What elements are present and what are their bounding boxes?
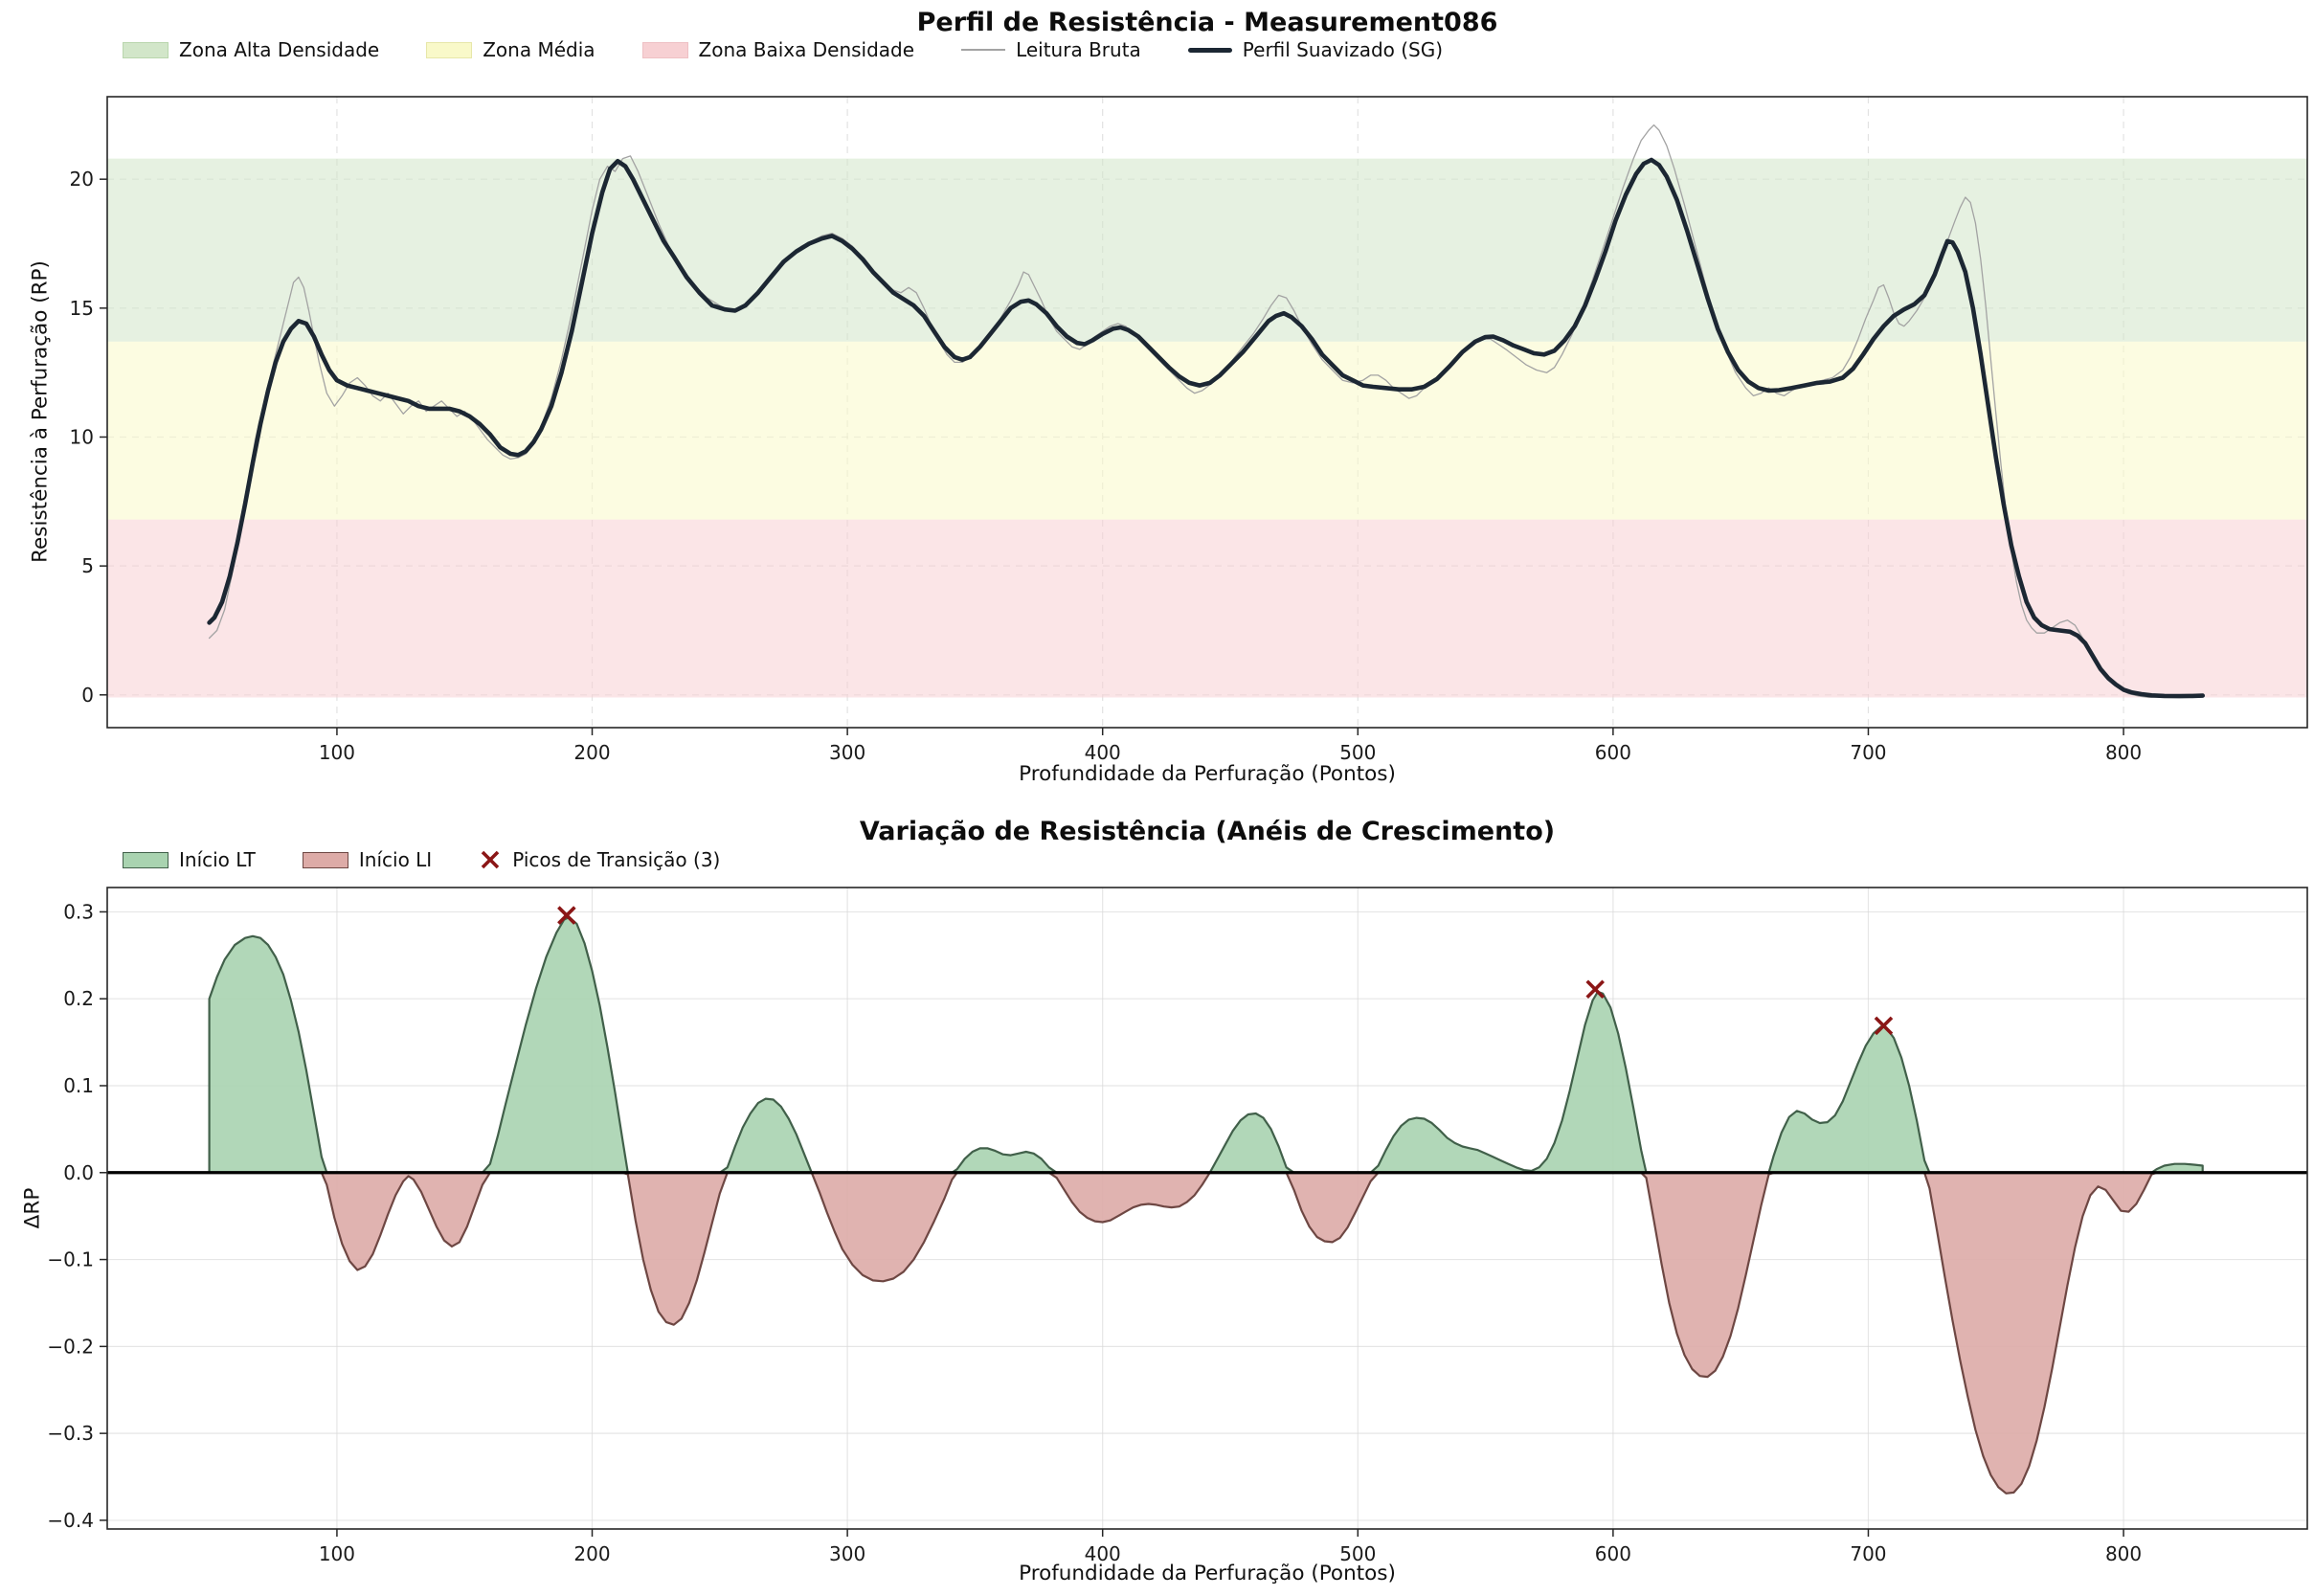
bottom-legend: Início LT Início LI Picos de Transição (… — [123, 848, 767, 871]
top-legend: Zona Alta Densidade Zona Média Zona Baix… — [123, 38, 1490, 61]
x-tick-label: 700 — [1850, 741, 1886, 764]
top-y-axis-label: Resistência à Perfuração (RP) — [28, 260, 53, 563]
legend-item-leitura-bruta: Leitura Bruta — [961, 38, 1141, 61]
legend-label: Leitura Bruta — [1016, 38, 1141, 61]
y-tick-label: 0 — [81, 684, 94, 707]
y-tick-label: 0.2 — [63, 987, 94, 1010]
x-tick-label: 800 — [2105, 1542, 2142, 1565]
x-tick-label: 800 — [2105, 741, 2142, 764]
bottom-x-axis-label: Profundidade da Perfuração (Pontos) — [1019, 1562, 1396, 1585]
top-plot: 100 200 300 400 500 600 700 800 0 5 10 15 20 — [70, 96, 2308, 764]
legend-label: Zona Alta Densidade — [179, 38, 380, 61]
legend-label: Zona Baixa Densidade — [698, 38, 915, 61]
zone-band-1 — [107, 341, 2307, 520]
x-tick-label: 500 — [1339, 741, 1376, 764]
plot-frame — [106, 96, 2308, 729]
transition-peak-marker — [1585, 979, 1605, 999]
inicio-li-swatch — [302, 851, 348, 868]
x-tick-label: 300 — [829, 741, 865, 764]
smoothed-line-swatch — [1187, 47, 1232, 53]
legend-item-picos-transicao: Picos de Transição (3) — [479, 848, 720, 871]
y-tick-label: 5 — [81, 554, 94, 577]
bottom-y-axis-label: ΔRP — [20, 1187, 45, 1229]
x-tick-label: 400 — [1085, 741, 1121, 764]
legend-item-perfil-suavizado: Perfil Suavizado (SG) — [1187, 38, 1444, 61]
bottom-plot: 100 200 300 400 500 600 700 800 0.3 0.2 0.1 0.0 −0.1… — [47, 887, 2308, 1565]
legend-item-zona-baixa: Zona Baixa Densidade — [641, 38, 915, 61]
zone-band-2 — [107, 519, 2307, 698]
y-tick-label: 0.3 — [63, 900, 94, 923]
delta-negative-fill — [209, 1172, 2203, 1494]
x-tick-label: 200 — [573, 1542, 610, 1565]
zone-alta-swatch — [123, 41, 168, 58]
x-tick-label: 600 — [1595, 1542, 1631, 1565]
legend-label: Perfil Suavizado (SG) — [1242, 38, 1444, 61]
x-tick-label: 700 — [1850, 1542, 1886, 1565]
plot-frame — [106, 887, 2308, 1530]
inicio-lt-swatch — [123, 851, 168, 868]
y-tick-label: 0.1 — [63, 1074, 94, 1097]
delta-positive-fill — [209, 916, 2203, 1173]
legend-label: Início LT — [179, 848, 256, 871]
y-tick-label: −0.1 — [47, 1248, 94, 1271]
y-tick-label: 20 — [70, 168, 94, 191]
x-tick-label: 300 — [829, 1542, 865, 1565]
bottom-chart-title: Variação de Resistência (Anéis de Cresci… — [859, 817, 1556, 846]
legend-item-zona-media: Zona Média — [426, 38, 595, 61]
zone-media-swatch — [426, 41, 473, 58]
x-marker-icon — [481, 850, 500, 869]
legend-label: Zona Média — [483, 38, 595, 61]
legend-label: Picos de Transição (3) — [512, 848, 721, 871]
raw-line-swatch — [961, 49, 1006, 51]
y-tick-label: 15 — [70, 297, 94, 320]
legend-item-zona-alta: Zona Alta Densidade — [123, 38, 379, 61]
x-tick-label: 100 — [319, 741, 355, 764]
x-tick-label: 500 — [1339, 1542, 1376, 1565]
x-tick-label: 200 — [573, 741, 610, 764]
x-tick-label: 400 — [1085, 1542, 1121, 1565]
zone-band-0 — [107, 158, 2307, 342]
y-tick-label: −0.4 — [47, 1509, 94, 1532]
y-tick-label: 10 — [70, 425, 94, 448]
legend-item-inicio-lt: Início LT — [123, 848, 256, 871]
x-tick-label: 600 — [1595, 741, 1631, 764]
y-tick-label: −0.3 — [47, 1422, 94, 1445]
top-chart-title: Perfil de Resistência - Measurement086 — [916, 8, 1498, 37]
legend-item-inicio-li: Início LI — [302, 848, 433, 871]
delta-negative-edge — [209, 1171, 2203, 1495]
top-x-axis-label: Profundidade da Perfuração (Pontos) — [1019, 762, 1396, 786]
legend-label: Início LI — [358, 848, 433, 871]
y-tick-label: −0.2 — [47, 1335, 94, 1358]
y-tick-label: 0.0 — [63, 1161, 94, 1184]
x-tick-label: 100 — [319, 1542, 355, 1565]
transition-peak-marker — [1874, 1016, 1894, 1036]
smoothed-line — [207, 157, 2205, 699]
zone-baixa-swatch — [641, 41, 688, 58]
transition-peak-marker — [557, 906, 576, 925]
